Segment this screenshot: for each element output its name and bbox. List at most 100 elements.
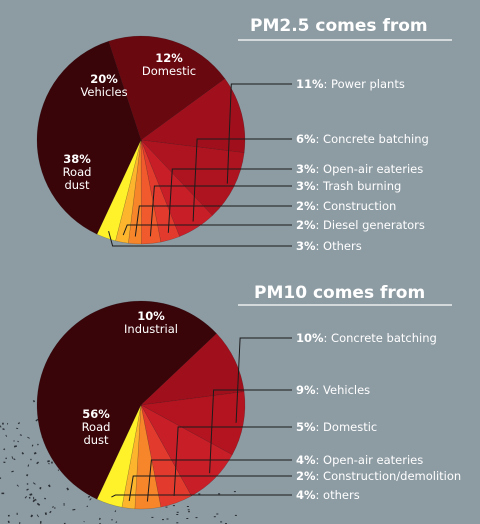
pm25-label-power-plants-name: : Power plants [324,77,405,91]
pm10-leader-vehicles [209,389,292,474]
pm10-label-industrial-name: Industrial [124,322,178,336]
speck [216,513,219,515]
pm25-label-open-air-eateries: 3%: Open-air eateries [296,162,423,176]
pm10-leader-domestic [173,426,292,496]
speck [234,514,237,516]
speck [2,422,4,425]
pm10-label-domestic: 5%: Domestic [296,420,377,434]
pm25-label-trash-burning-value: 3% [296,179,316,193]
speck [11,456,14,459]
pm10-leader-concrete-batching [235,337,292,423]
speck [17,440,19,443]
speck [16,427,19,429]
pm10-label-construction-demolition: 2%: Construction/demolition [296,469,461,483]
speck [21,452,25,455]
speck [114,510,117,513]
pm10-label-others-name: : others [316,488,360,502]
pm25-leader-open-air-eateries [167,168,292,233]
pm10-slice-concrete-batching [140,391,246,456]
speck [111,519,113,521]
speck [30,514,34,518]
pm10-label-industrial-value: 10% [137,309,165,323]
pm25-slice-vehicles [108,35,226,141]
speck [151,516,154,518]
pm25-leader-construction [134,205,292,237]
speck [86,505,89,508]
pm10-slice-industrial [140,333,245,406]
speck [186,518,189,519]
speck [0,477,2,479]
speck [30,458,32,461]
pm10-label-vehicles-name: : Vehicles [316,383,371,397]
pm25-label-trash-burning: 3%: Trash burning [296,179,401,193]
pm25-label-trash-burning-name: : Trash burning [316,179,402,193]
speck [89,498,92,501]
speck [32,499,36,503]
speck [51,506,55,508]
pm10-leader-construction-demolition [128,475,292,502]
pm10-label-road-dust-name: Road [82,420,111,434]
pm25-pie [36,35,246,245]
speck [176,522,179,524]
speck [213,516,216,518]
pm25-label-power-plants: 11%: Power plants [296,77,405,91]
speck [44,497,46,500]
speck [27,464,30,467]
speck [16,512,18,515]
speck [49,510,52,514]
speck [33,451,37,455]
pm10-leader-others [111,494,292,498]
pm25-labels: 38% Road dust 20% Vehicles 12% Domestic 11%: Po… [63,51,429,253]
pm10-label-vehicles-value: 9% [296,383,316,397]
pm10-slice-others [96,404,142,508]
pm10-label-construction-demolition-value: 2% [296,469,316,483]
pm10-label-concrete-batching-value: 10% [296,331,324,345]
speck [13,440,15,442]
pm10-slice-open-air-eateries [134,404,162,510]
pm25-slice-others [96,139,142,242]
pm10-slice-domestic [140,404,192,508]
speck [36,502,41,506]
speck [5,457,8,460]
speck [3,448,6,451]
pm25-label-domestic-name: Domestic [142,64,196,78]
speck [7,520,10,524]
pm25-slice-trash-burning [140,139,162,245]
speck [37,443,39,446]
speck [47,460,50,463]
pm25-slice-concrete-batching [140,139,213,237]
pm10-label-concrete-batching-name: : Concrete batching [324,331,437,345]
speck [220,521,223,523]
speck [165,506,168,508]
speck [51,461,53,464]
speck [48,463,50,465]
speck [36,514,39,518]
pm25-label-open-air-eateries-name: : Open-air eateries [316,162,424,176]
pm25-label-construction-value: 2% [296,199,316,213]
speck [72,508,76,511]
speck [57,469,60,471]
pm25-label-construction: 2%: Construction [296,199,396,213]
speck [66,487,70,491]
pm10-label-road-dust-value: 56% [82,407,110,421]
pm10-label-open-air-eateries: 4%: Open-air eateries [296,453,423,467]
speck [36,461,39,465]
speck [35,418,39,422]
pm25-label-vehicles-name: Vehicles [80,85,127,99]
pm10-label-open-air-eateries-value: 4% [296,453,316,467]
speck [19,434,22,436]
pm25-label-road-dust-name: dust [64,178,90,192]
pm25-slice-diesel-generators [115,139,142,244]
pm25-label-others: 3%: Others [296,239,362,253]
speck [54,507,56,509]
speck [28,496,31,499]
speck [33,496,35,500]
pm10-label-vehicles: 9%: Vehicles [296,383,370,397]
pm25-leader-power-plants [226,83,292,184]
pm25-label-concrete-batching-name: : Concrete batching [316,132,429,146]
speck [7,514,10,517]
pm10-label-domestic-name: : Domestic [316,420,378,434]
pm25-label-concrete-batching-value: 6% [296,132,316,146]
